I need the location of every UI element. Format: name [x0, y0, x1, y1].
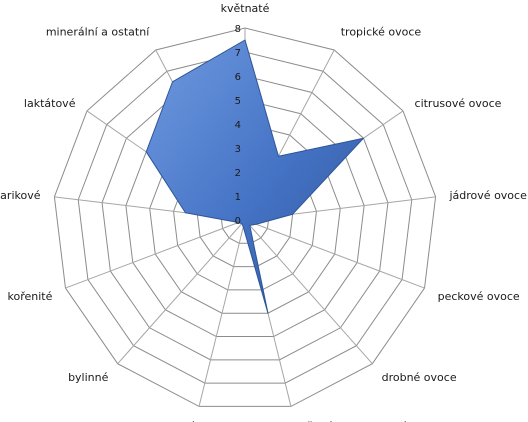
category-label: tropické ovoce	[341, 26, 422, 39]
axis-spoke	[244, 219, 373, 365]
tick-label: 0	[235, 216, 241, 227]
grid-ring-7	[77, 51, 413, 384]
tick-label: 1	[235, 192, 241, 203]
category-label: minerální a ostatní	[46, 26, 150, 39]
category-label: barikové	[0, 189, 41, 202]
axis-spoke	[117, 219, 246, 365]
series-area	[145, 39, 365, 314]
tick-label: 2	[235, 168, 241, 179]
category-label: drobné ovoce	[382, 371, 457, 384]
tick-label: 7	[235, 48, 241, 59]
tick-label: 8	[235, 24, 241, 35]
tick-label: 4	[235, 120, 241, 131]
tick-label: 6	[235, 72, 241, 83]
grid-ring-8	[53, 27, 437, 407]
axis-spoke	[198, 219, 246, 407]
radar-series	[145, 39, 365, 314]
category-label: květnaté	[221, 2, 270, 15]
category-label: laktátové	[24, 97, 76, 110]
category-label: sušené a kandované ovoce	[294, 420, 444, 422]
category-label: kořenité	[8, 290, 53, 303]
tick-label: 5	[235, 96, 241, 107]
category-label: citrusové ovoce	[415, 97, 502, 110]
tick-label: 3	[235, 144, 241, 155]
category-label: bylinné	[68, 371, 109, 384]
axis-spoke	[65, 219, 246, 289]
category-label: peckové ovoce	[438, 290, 520, 303]
grid-ring-6	[101, 75, 389, 361]
category-label: karamelizované	[108, 420, 196, 422]
radial-ticks: 0 1 2 3 4 5 6 7 8	[235, 24, 241, 227]
category-label: jádrové ovoce	[449, 189, 528, 202]
axis-spoke	[244, 219, 425, 289]
grid-ring-5	[125, 99, 365, 338]
